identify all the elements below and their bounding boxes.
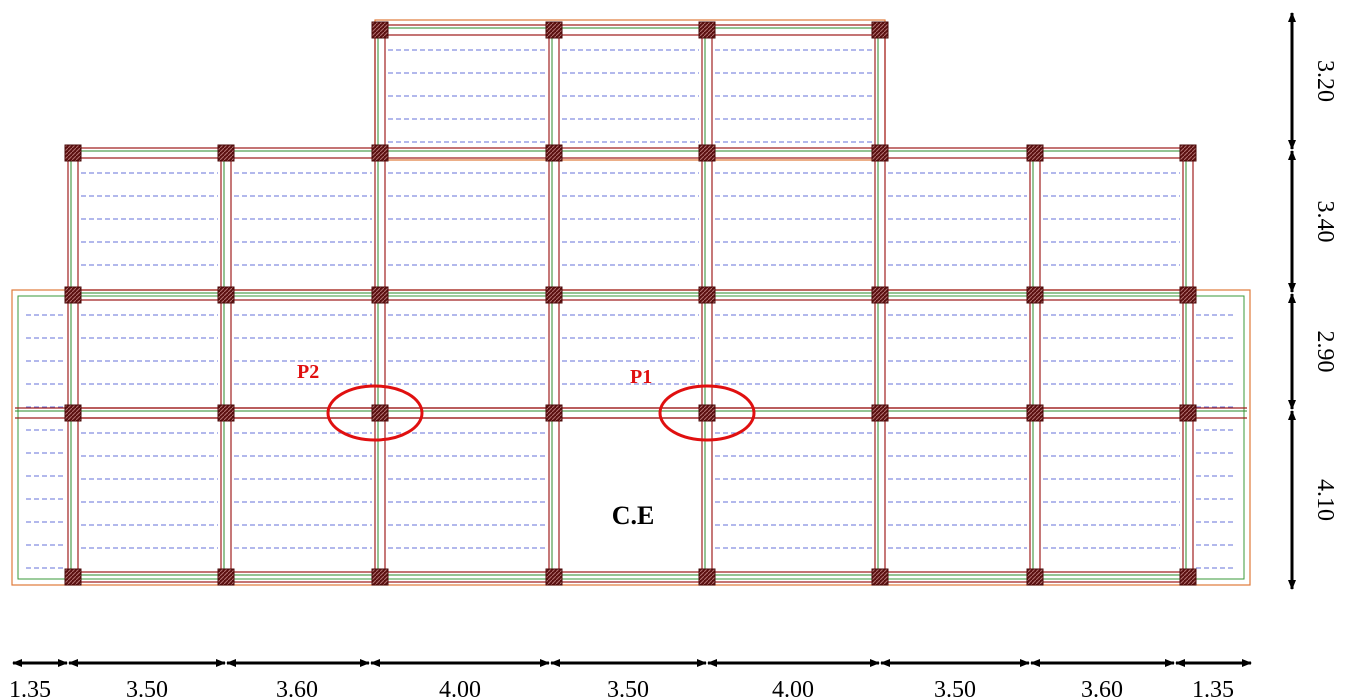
column [1179, 568, 1197, 586]
dimension-label: 1.35 [9, 677, 51, 700]
column [545, 286, 563, 304]
column [1026, 286, 1044, 304]
column [64, 286, 82, 304]
column [545, 144, 563, 162]
slab-outline [11, 289, 1251, 586]
marker-label: P1 [630, 366, 652, 388]
dimension-label: 2.90 [1312, 331, 1338, 373]
column [698, 568, 716, 586]
dimension-label: 4.10 [1312, 479, 1338, 521]
column [217, 568, 235, 586]
core-label: C.E [612, 501, 655, 530]
dimension-label: 4.00 [439, 677, 481, 700]
column [871, 568, 889, 586]
column [1179, 404, 1197, 422]
column [217, 286, 235, 304]
column [64, 404, 82, 422]
column [698, 21, 716, 39]
column [698, 144, 716, 162]
dimension-label: 3.40 [1312, 201, 1338, 243]
column [871, 21, 889, 39]
column [371, 144, 389, 162]
column [871, 144, 889, 162]
column [545, 404, 563, 422]
dimension-label: 3.20 [1312, 60, 1338, 102]
column [1179, 286, 1197, 304]
slab-outline [17, 295, 1245, 580]
dimension-label: 4.00 [772, 677, 814, 700]
column [871, 286, 889, 304]
structure: P2 P1 [11, 19, 1251, 586]
dimension-label: 3.60 [276, 677, 318, 700]
dimensions: 1.35 3.50 3.60 4.00 3.50 4.00 3.50 3.60 1.35 3.20… [9, 11, 1338, 700]
column [871, 404, 889, 422]
column [64, 568, 82, 586]
dimension-label: 3.60 [1081, 677, 1123, 700]
column [371, 404, 389, 422]
column [545, 568, 563, 586]
column [698, 286, 716, 304]
slab-outline [374, 19, 886, 161]
column [217, 144, 235, 162]
dimension-label: 1.35 [1192, 677, 1234, 700]
column [371, 21, 389, 39]
column [64, 144, 82, 162]
column [1179, 144, 1197, 162]
column [1026, 144, 1044, 162]
marker-label: P2 [297, 361, 319, 383]
dimension-label: 3.50 [934, 677, 976, 700]
marker-ellipse [326, 384, 424, 442]
column [1026, 404, 1044, 422]
column [1026, 568, 1044, 586]
column [698, 404, 716, 422]
dimension-label: 3.50 [607, 677, 649, 700]
column [371, 568, 389, 586]
column [371, 286, 389, 304]
column [217, 404, 235, 422]
dimension-label: 3.50 [126, 677, 168, 700]
column [545, 21, 563, 39]
marker-ellipse [658, 384, 756, 442]
